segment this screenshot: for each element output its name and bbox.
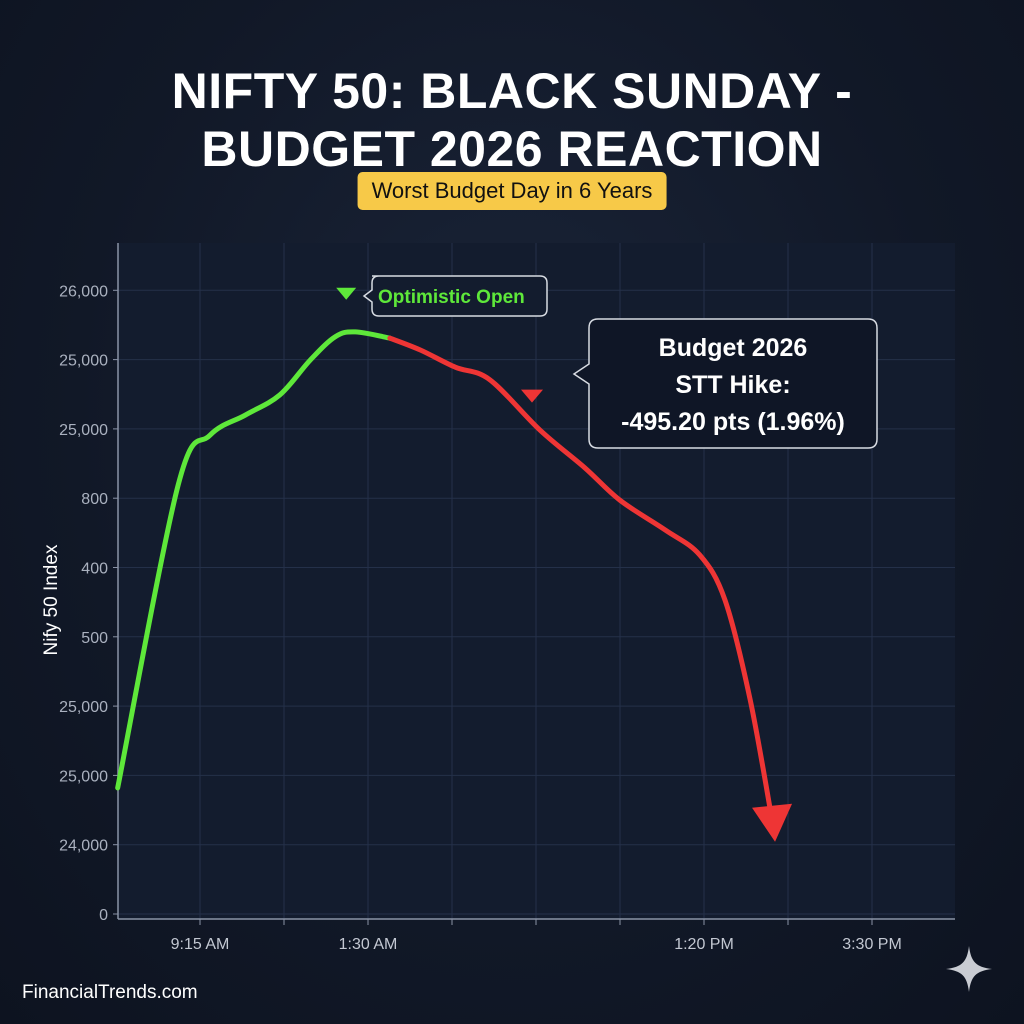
title-line-2: BUDGET 2026 REACTION — [201, 121, 823, 177]
subtitle-badge: Worst Budget Day in 6 Years — [357, 172, 667, 210]
y-tick-label: 0 — [99, 907, 108, 924]
triangle-down-icon — [521, 389, 543, 403]
chart-title: NIFTY 50: BLACK SUNDAY - BUDGET 2026 REA… — [0, 62, 1024, 178]
annotation-box-optimistic — [362, 275, 548, 317]
y-tick-label: 800 — [81, 491, 108, 508]
annotation-box-budget — [572, 318, 878, 449]
y-tick-label: 400 — [81, 561, 108, 578]
x-tick-label: 3:30 PM — [842, 936, 902, 953]
y-tick-label: 26,000 — [59, 283, 108, 300]
y-tick-label: 25,000 — [59, 422, 108, 439]
annotation-budget-line: STT Hike: — [675, 371, 790, 399]
series-line-fall — [387, 335, 775, 823]
y-tick-label: 25,000 — [59, 353, 108, 370]
y-tick-label: 25,000 — [59, 768, 108, 785]
y-tick-label: 25,000 — [59, 699, 108, 716]
arrow-down-icon — [752, 803, 793, 842]
x-tick-label: 1:20 PM — [674, 936, 734, 953]
series-line-rise — [115, 329, 393, 791]
x-tick-label: 9:15 AM — [171, 936, 230, 953]
annotation-budget-line: -495.20 pts (1.96%) — [621, 408, 845, 436]
footer-brand: FinancialTrends.com — [22, 982, 198, 1003]
sparkle-icon — [946, 946, 992, 992]
y-tick-label: 24,000 — [59, 838, 108, 855]
annotation-budget-line: Budget 2026 — [659, 334, 808, 362]
triangle-down-icon — [336, 287, 357, 300]
x-tick-label: 1:30 AM — [339, 936, 398, 953]
y-axis-label: Nify 50 Index — [41, 544, 62, 655]
annotation-optimistic-open: Optimistic Open — [378, 287, 525, 308]
y-tick-label: 500 — [81, 630, 108, 647]
title-line-1: NIFTY 50: BLACK SUNDAY - — [171, 63, 853, 119]
